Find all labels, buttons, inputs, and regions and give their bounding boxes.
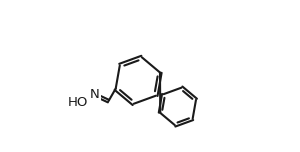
Text: HO: HO bbox=[68, 96, 88, 109]
Text: N: N bbox=[90, 88, 100, 101]
